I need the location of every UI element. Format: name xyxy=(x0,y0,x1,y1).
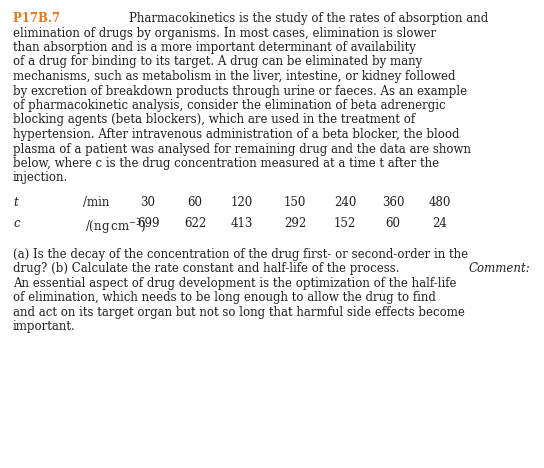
Text: 24: 24 xyxy=(432,217,447,230)
Text: and act on its target organ but not so long that harmful side effects become: and act on its target organ but not so l… xyxy=(13,306,465,319)
Text: mechanisms, such as metabolism in the liver, intestine, or kidney followed: mechanisms, such as metabolism in the li… xyxy=(13,70,455,83)
Text: elimination of drugs by organisms. In most cases, elimination is slower: elimination of drugs by organisms. In mo… xyxy=(13,27,436,39)
Text: 360: 360 xyxy=(382,196,404,209)
Text: blocking agents (beta blockers), which are used in the treatment of: blocking agents (beta blockers), which a… xyxy=(13,114,415,126)
Text: by excretion of breakdown products through urine or faeces. As an example: by excretion of breakdown products throu… xyxy=(13,85,467,97)
Text: 292: 292 xyxy=(284,217,306,230)
Text: 150: 150 xyxy=(284,196,306,209)
Text: Comment:: Comment: xyxy=(468,262,530,275)
Text: 60: 60 xyxy=(386,217,400,230)
Text: 240: 240 xyxy=(334,196,356,209)
Text: 480: 480 xyxy=(429,196,451,209)
Text: injection.: injection. xyxy=(13,171,68,184)
Text: P17B.7: P17B.7 xyxy=(13,12,64,25)
Text: 120: 120 xyxy=(231,196,253,209)
Text: 60: 60 xyxy=(188,196,202,209)
Text: t: t xyxy=(13,196,18,209)
Text: below, where c is the drug concentration measured at a time t after the: below, where c is the drug concentration… xyxy=(13,157,439,170)
Text: of a drug for binding to its target. A drug can be eliminated by many: of a drug for binding to its target. A d… xyxy=(13,56,422,68)
Text: 152: 152 xyxy=(334,217,356,230)
Text: c: c xyxy=(13,217,20,230)
Text: than absorption and is a more important determinant of availability: than absorption and is a more important … xyxy=(13,41,416,54)
Text: An essential aspect of drug development is the optimization of the half-life: An essential aspect of drug development … xyxy=(13,277,456,290)
Text: /min: /min xyxy=(83,196,109,209)
Text: of pharmacokinetic analysis, consider the elimination of beta adrenergic: of pharmacokinetic analysis, consider th… xyxy=(13,99,446,112)
Text: important.: important. xyxy=(13,320,76,333)
Text: (a) Is the decay of the concentration of the drug first- or second-order in the: (a) Is the decay of the concentration of… xyxy=(13,248,468,261)
Text: Pharmacokinetics is the study of the rates of absorption and: Pharmacokinetics is the study of the rat… xyxy=(129,12,489,25)
Text: /(ng$\,$cm$^{-3}$): /(ng$\,$cm$^{-3}$) xyxy=(85,217,146,237)
Text: 30: 30 xyxy=(140,196,156,209)
Text: 699: 699 xyxy=(137,217,159,230)
Text: hypertension. After intravenous administration of a beta blocker, the blood: hypertension. After intravenous administ… xyxy=(13,128,460,141)
Text: of elimination, which needs to be long enough to allow the drug to find: of elimination, which needs to be long e… xyxy=(13,291,436,304)
Text: 413: 413 xyxy=(231,217,253,230)
Text: 622: 622 xyxy=(184,217,206,230)
Text: plasma of a patient was analysed for remaining drug and the data are shown: plasma of a patient was analysed for rem… xyxy=(13,142,471,155)
Text: drug? (b) Calculate the rate constant and half-life of the process.: drug? (b) Calculate the rate constant an… xyxy=(13,262,403,275)
